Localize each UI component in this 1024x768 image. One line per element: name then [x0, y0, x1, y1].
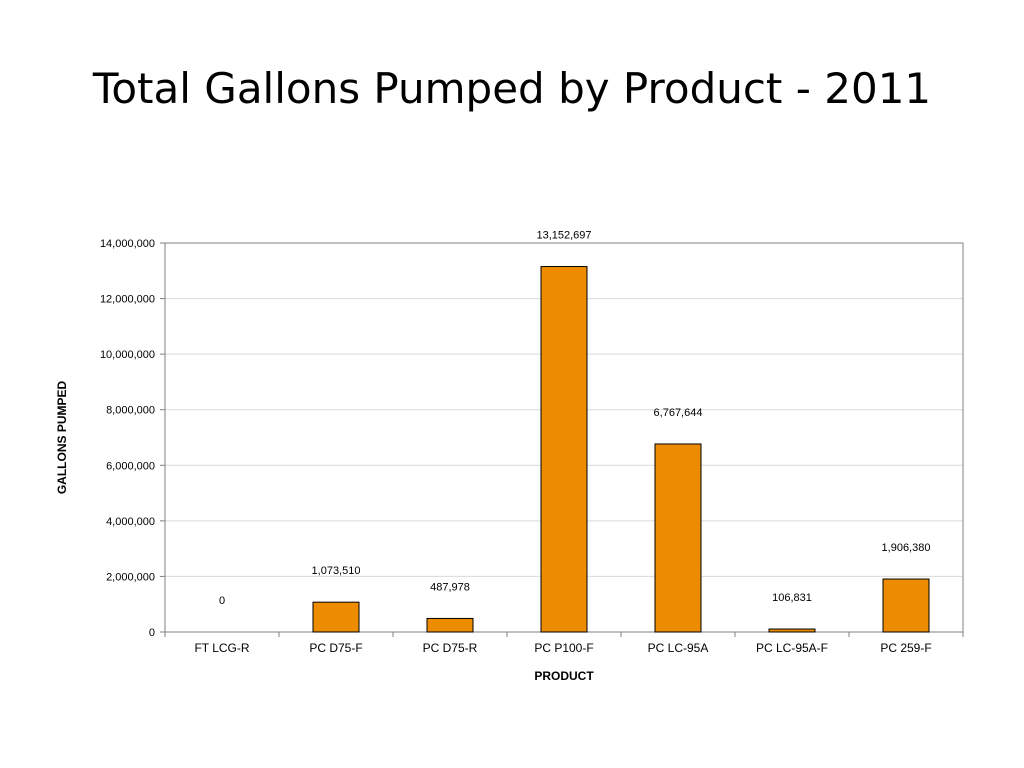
y-axis-title: GALLONS PUMPED [55, 381, 69, 495]
slide-title: Total Gallons Pumped by Product - 2011 [92, 64, 932, 113]
x-tick-label: PC D75-R [423, 641, 478, 655]
y-tick-label: 8,000,000 [106, 405, 155, 417]
bar [654, 443, 702, 633]
data-label: 1,073,510 [312, 565, 361, 577]
x-axis: FT LCG-R PC D75-F PC D75-R PC P100-F PC LC-9… [164, 632, 964, 655]
bar [768, 628, 816, 633]
bar [540, 266, 588, 633]
y-axis: 0 2,000,000 4,000,000 6,000,000 8,000,000 10,… [100, 238, 165, 639]
data-labels: 0 1,073,510 487,978 13,152,697 6,767,644 106,… [219, 230, 931, 607]
y-tick-label: 4,000,000 [106, 516, 155, 528]
bars [312, 266, 930, 633]
bar [882, 578, 930, 633]
data-label: 487,978 [430, 581, 470, 593]
x-tick-label: PC LC-95A [648, 641, 709, 655]
x-tick-label: PC D75-F [309, 641, 362, 655]
data-label: 13,152,697 [536, 230, 591, 242]
y-tick-label: 2,000,000 [106, 571, 155, 583]
x-tick-label: PC LC-95A-F [756, 641, 828, 655]
data-label: 106,831 [772, 592, 812, 604]
x-tick-label: FT LCG-R [194, 641, 249, 655]
data-label: 0 [219, 595, 225, 607]
data-label: 6,767,644 [654, 407, 703, 419]
x-axis-title: PRODUCT [534, 669, 594, 683]
y-tick-label: 12,000,000 [100, 294, 155, 306]
x-tick-label: PC 259-F [880, 641, 931, 655]
data-label: 1,906,380 [882, 542, 931, 554]
bar [312, 601, 360, 633]
bar [426, 617, 474, 633]
x-tick-label: PC P100-F [534, 641, 593, 655]
y-tick-label: 10,000,000 [100, 349, 155, 361]
y-tick-label: 6,000,000 [106, 460, 155, 472]
y-tick-label: 14,000,000 [100, 238, 155, 250]
y-tick-label: 0 [149, 627, 155, 639]
